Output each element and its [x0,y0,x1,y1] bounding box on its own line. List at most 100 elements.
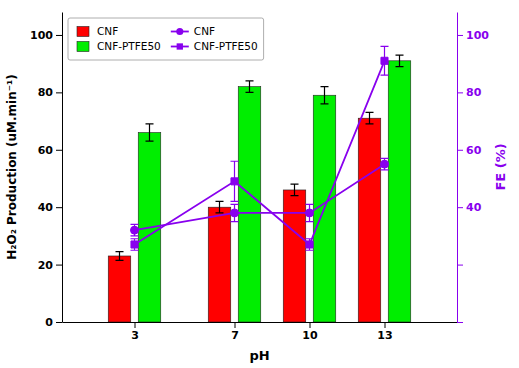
legend-label: CNF-PTFE50 [194,40,258,52]
tick-label: 10 [302,329,318,342]
marker [131,226,139,234]
error-bar [246,81,254,92]
legend-swatch [77,42,89,52]
y-axis-title: H₂O₂ Production (uM.min⁻¹) [5,74,19,260]
error-bar [291,184,299,195]
tick-mark [56,207,62,208]
tick-mark [135,322,136,328]
legend-item: CNF-PTFE50 [171,40,258,52]
tick-label: 3 [131,329,139,342]
tick: 60 [457,144,482,157]
tick-mark [235,322,236,328]
y2-axis-title: FE (%) [493,143,508,190]
bar [283,190,306,322]
plot: 3 7 10 13 0 20 40 60 80 100 40 60 80 100 CNF CNF-PTFE50… [30,13,489,342]
tick-mark [457,150,463,151]
error-bar [146,124,154,141]
bar [358,118,381,322]
tick: 40 [38,201,62,214]
tick-mark [457,92,463,93]
tick: 40 [457,201,482,214]
legend-label: CNF-PTFE50 [97,40,161,52]
tick-label: 60 [38,144,54,157]
error-bar [131,224,139,235]
bar [238,87,261,322]
axis-line [62,13,63,323]
tick-label: 100 [466,29,489,42]
error-bar [381,46,389,75]
tick-mark [56,265,62,266]
legend-marker [177,43,183,49]
tick: 10 [302,322,318,342]
tick-mark [56,35,62,36]
error-bar [231,161,239,201]
tick: 0 [45,316,62,329]
tick: 100 [30,29,62,42]
legend-item: CNF [171,25,215,37]
tick-label: 60 [466,144,482,157]
x-axis: 3 7 10 13 [63,322,458,342]
axis-line [63,322,458,323]
tick-label: 0 [45,316,53,329]
line-series [131,158,389,236]
bars [108,61,411,322]
error-bar [116,252,124,261]
marks [108,46,411,322]
tick-mark [457,207,463,208]
tick: 3 [131,322,139,342]
y2-axis: 40 60 80 100 [457,13,489,323]
error-bar [216,201,224,212]
tick-label: 80 [38,86,54,99]
tick-mark [56,322,62,323]
tick: 60 [38,144,62,157]
error-bar [306,204,314,221]
tick: 13 [377,322,392,342]
tick [457,322,463,323]
error-bar [396,55,404,66]
marker [231,178,238,185]
tick-mark [56,150,62,151]
tick-mark [310,322,311,328]
tick: 80 [38,86,62,99]
tick-label: 40 [466,201,482,214]
marker [231,209,239,217]
tick-label: 7 [231,329,239,342]
marker [381,57,388,64]
tick: 7 [231,322,239,342]
legend-box [68,18,264,60]
tick: 80 [457,86,482,99]
tick-label: 40 [38,201,54,214]
error-bar [306,239,314,250]
tick-label: 100 [30,29,53,42]
bar [208,207,231,322]
error-bar [366,112,374,123]
tick-mark [457,322,463,323]
marker [306,209,314,217]
legend-swatch [77,27,89,37]
legend-marker [176,28,183,35]
bar [388,61,411,322]
legend-item: CNF [77,25,118,37]
tick-mark [385,322,386,328]
y-axis: 0 20 40 60 80 100 [30,13,62,330]
chart: 3 7 10 13 0 20 40 60 80 100 40 60 80 100 CNF CNF-PTFE50… [0,0,519,368]
tick: 20 [38,259,62,272]
error-bars [116,55,404,260]
tick-label: 20 [38,259,54,272]
tick-label: 13 [377,329,392,342]
axis-line [457,13,458,323]
x-axis-title: pH [249,348,269,363]
legend-item: CNF-PTFE50 [77,40,161,52]
error-bar [131,239,139,250]
tick-mark [457,265,463,266]
tick-mark [457,35,463,36]
tick [457,265,463,266]
tick: 100 [457,29,489,42]
legend-label: CNF [97,25,118,37]
legend-label: CNF [194,25,215,37]
marker [131,241,138,248]
tick-mark [56,92,62,93]
bar [108,256,131,322]
legend: CNF CNF-PTFE50 CNF CNF-PTFE50 [68,18,264,60]
tick-label: 80 [466,86,482,99]
